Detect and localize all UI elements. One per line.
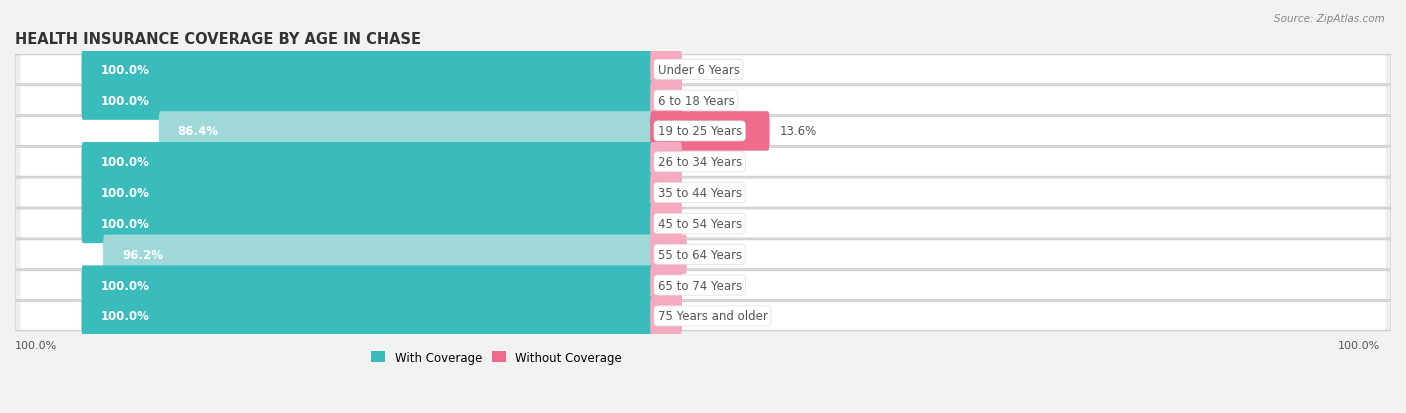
Text: 26 to 34 Years: 26 to 34 Years [658,156,742,169]
Text: 0.0%: 0.0% [692,279,721,292]
Text: 45 to 54 Years: 45 to 54 Years [658,217,741,230]
FancyBboxPatch shape [21,87,1385,115]
FancyBboxPatch shape [21,118,1385,145]
Text: 100.0%: 100.0% [100,217,149,230]
FancyBboxPatch shape [650,297,682,336]
Text: 100.0%: 100.0% [100,64,149,76]
FancyBboxPatch shape [82,266,654,305]
Text: 35 to 44 Years: 35 to 44 Years [658,187,741,199]
FancyBboxPatch shape [650,173,682,213]
FancyBboxPatch shape [650,266,682,305]
Text: 55 to 64 Years: 55 to 64 Years [658,248,741,261]
FancyBboxPatch shape [650,235,686,274]
Text: 86.4%: 86.4% [177,125,219,138]
FancyBboxPatch shape [82,81,654,121]
Text: 100.0%: 100.0% [15,340,58,350]
FancyBboxPatch shape [21,149,1385,176]
FancyBboxPatch shape [21,302,1385,330]
Text: 100.0%: 100.0% [100,156,149,169]
FancyBboxPatch shape [15,301,1391,331]
Text: 100.0%: 100.0% [100,279,149,292]
Text: Source: ZipAtlas.com: Source: ZipAtlas.com [1274,14,1385,24]
Text: 0.0%: 0.0% [692,156,721,169]
FancyBboxPatch shape [82,204,654,244]
FancyBboxPatch shape [82,50,654,90]
Text: 0.0%: 0.0% [692,187,721,199]
Text: 75 Years and older: 75 Years and older [658,310,768,323]
FancyBboxPatch shape [159,112,654,151]
FancyBboxPatch shape [82,297,654,336]
FancyBboxPatch shape [21,272,1385,299]
FancyBboxPatch shape [650,204,682,244]
FancyBboxPatch shape [103,235,654,274]
FancyBboxPatch shape [15,271,1391,300]
FancyBboxPatch shape [15,178,1391,208]
Text: 0.0%: 0.0% [692,64,721,76]
Text: 96.2%: 96.2% [122,248,163,261]
Text: 100.0%: 100.0% [1337,340,1379,350]
FancyBboxPatch shape [15,86,1391,116]
FancyBboxPatch shape [21,241,1385,268]
FancyBboxPatch shape [15,148,1391,177]
Text: 13.6%: 13.6% [779,125,817,138]
FancyBboxPatch shape [15,240,1391,269]
FancyBboxPatch shape [650,81,682,121]
FancyBboxPatch shape [15,55,1391,85]
FancyBboxPatch shape [21,179,1385,207]
Text: 100.0%: 100.0% [100,94,149,107]
FancyBboxPatch shape [15,209,1391,238]
Text: Under 6 Years: Under 6 Years [658,64,740,76]
Text: 0.0%: 0.0% [692,94,721,107]
Text: 6 to 18 Years: 6 to 18 Years [658,94,734,107]
FancyBboxPatch shape [650,142,682,182]
FancyBboxPatch shape [21,56,1385,84]
FancyBboxPatch shape [650,112,769,151]
FancyBboxPatch shape [21,210,1385,238]
Text: 19 to 25 Years: 19 to 25 Years [658,125,742,138]
Text: 100.0%: 100.0% [100,310,149,323]
FancyBboxPatch shape [15,117,1391,146]
Legend: With Coverage, Without Coverage: With Coverage, Without Coverage [367,346,627,368]
Text: 0.0%: 0.0% [692,217,721,230]
FancyBboxPatch shape [82,142,654,182]
FancyBboxPatch shape [650,50,682,90]
Text: 3.9%: 3.9% [696,248,727,261]
Text: 0.0%: 0.0% [692,310,721,323]
FancyBboxPatch shape [82,173,654,213]
Text: 100.0%: 100.0% [100,187,149,199]
Text: HEALTH INSURANCE COVERAGE BY AGE IN CHASE: HEALTH INSURANCE COVERAGE BY AGE IN CHAS… [15,32,420,47]
Text: 65 to 74 Years: 65 to 74 Years [658,279,742,292]
